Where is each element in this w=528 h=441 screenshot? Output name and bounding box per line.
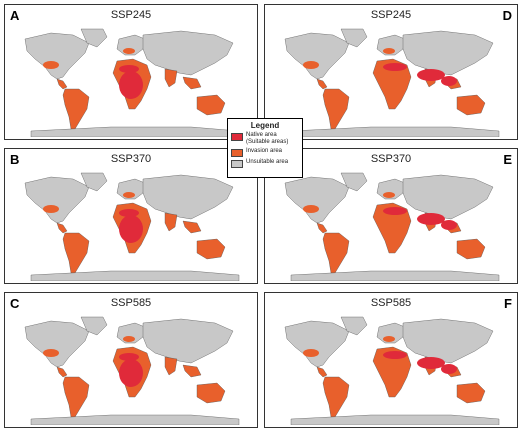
centralAmerica-region [316,222,328,234]
centralAmerica-region [56,222,68,234]
world-map [24,172,240,281]
india-region [164,68,178,88]
australia-region [196,94,226,116]
panel-title: SSP585 [370,297,412,309]
legend-label: Native area (Suitable areas) [246,132,288,146]
panel-letter: D [502,8,512,23]
legend-label-line1: Native area [246,132,277,138]
australia-region [456,382,486,404]
southAmerica-region [62,232,90,274]
panel-letter: F [504,296,512,311]
centralAmerica-region [316,366,328,378]
africa-region [372,202,412,254]
asia-region [402,30,494,76]
africa-region [372,58,412,110]
antarctica-region [290,126,500,137]
greenland-region [340,316,368,336]
southAmerica-region [62,88,90,130]
antarctica-region [290,414,500,425]
panel-letter: B [10,152,20,167]
world-map [284,172,500,281]
southAmerica-region [322,232,350,274]
antarctica-region [30,414,240,425]
panel-letter: C [10,296,20,311]
india-region [164,212,178,232]
greenland-region [80,28,108,48]
asia-region [142,318,234,364]
legend-swatch [231,149,243,157]
centralAmerica-region [56,78,68,90]
legend-label: Invasion area [246,148,283,154]
panel-title: SSP585 [110,297,152,309]
india-region [164,356,178,376]
seAsia-region [182,220,202,234]
world-map [24,316,240,425]
legend-item-invasion: Invasion area [231,148,299,157]
panel-letter: A [10,8,20,23]
centralAmerica-region [56,366,68,378]
centralAmerica-region [316,78,328,90]
map-panel-b: B SSP370 [4,148,258,284]
world-map [284,28,500,137]
asia-region [402,318,494,364]
antarctica-region [290,270,500,281]
greenland-region [340,172,368,192]
northAmerica-region [284,176,350,224]
legend-title: Legend [250,121,280,130]
panel-letter: E [503,152,512,167]
northAmerica-region [24,320,90,368]
northAmerica-region [24,32,90,80]
legend-label-line2: (Suitable areas) [246,139,289,145]
panel-title: SSP370 [370,153,412,165]
seAsia-region [182,76,202,90]
asia-region [142,30,234,76]
australia-region [196,238,226,260]
southAmerica-region [322,376,350,418]
legend-swatch [231,160,243,168]
northAmerica-region [284,320,350,368]
antarctica-region [30,270,240,281]
legend-item-unsuitable: Unsuitable area [231,159,299,168]
asia-region [402,174,494,220]
panel-title: SSP245 [370,9,412,21]
southAmerica-region [62,376,90,418]
northAmerica-region [284,32,350,80]
map-legend: Legend Native area (Suitable areas) Inva… [227,118,303,178]
australia-region [456,94,486,116]
australia-region [456,238,486,260]
africa-region [372,346,412,398]
map-panel-d: D SSP245 [264,4,518,140]
panel-title: SSP370 [110,153,152,165]
asia-region [142,174,234,220]
greenland-region [340,28,368,48]
legend-item-native: Native area (Suitable areas) [231,132,299,146]
map-panel-c: C SSP585 [4,292,258,428]
australia-region [196,382,226,404]
map-panel-a: A SSP245 [4,4,258,140]
world-map [284,316,500,425]
greenland-region [80,172,108,192]
map-panel-f: F SSP585 [264,292,518,428]
northAmerica-region [24,176,90,224]
map-panel-e: E SSP370 [264,148,518,284]
legend-label: Unsuitable area [246,159,289,165]
greenland-region [80,316,108,336]
southAmerica-region [322,88,350,130]
world-map [24,28,240,137]
antarctica-region [30,126,240,137]
legend-swatch [231,133,243,141]
panel-title: SSP245 [110,9,152,21]
seAsia-region [182,364,202,378]
